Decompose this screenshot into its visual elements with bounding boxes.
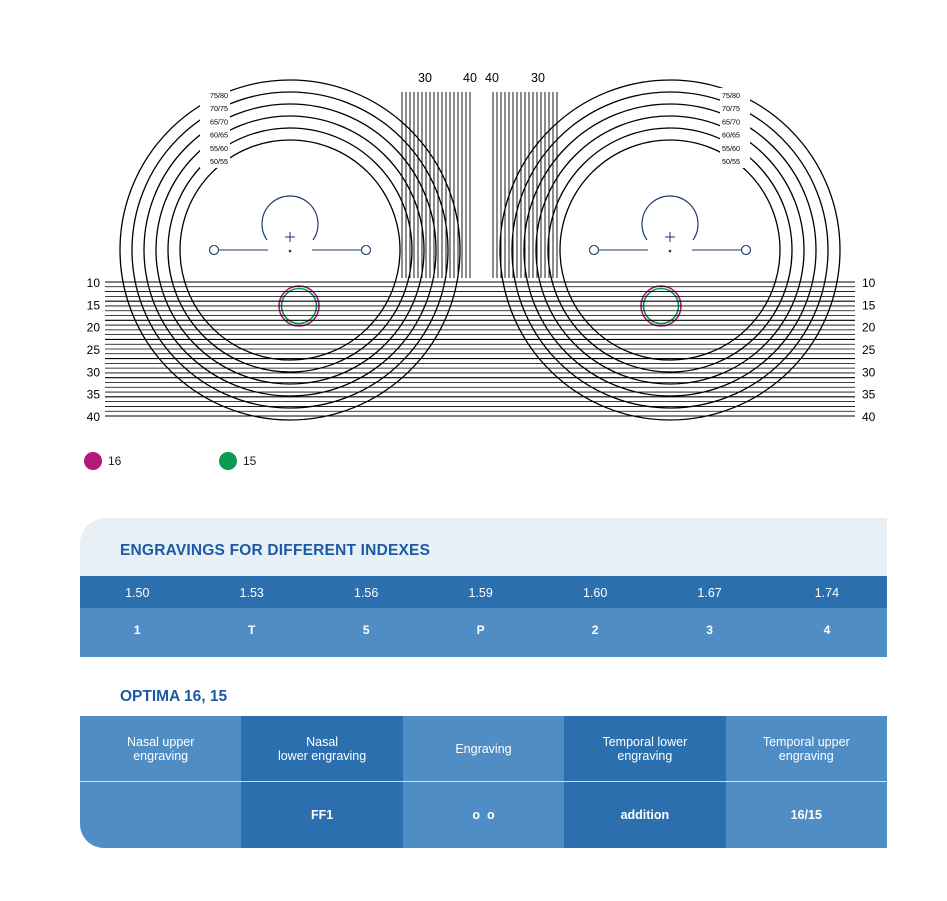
row-label-left: 10 <box>87 276 101 290</box>
row-label-right: 40 <box>862 410 876 424</box>
code-cell: 5 <box>362 623 370 637</box>
code-cell: T <box>248 623 256 637</box>
lens-ring-4 <box>547 127 793 373</box>
optima-column-nasal-lower: Nasal lower engraving FF1 <box>241 716 403 848</box>
legend-swatch-15 <box>219 452 237 470</box>
ring-label: 50/55 <box>722 157 740 166</box>
fitting-arc <box>261 195 319 241</box>
lens-ring-5 <box>559 139 781 361</box>
ring-label: 75/80 <box>722 91 740 100</box>
horizontal-scale-lines <box>105 281 855 417</box>
index-cell: 1.56 <box>354 585 379 600</box>
index-cell: 1.74 <box>814 585 840 600</box>
lens-ring-1 <box>131 91 449 409</box>
lens-ring-4 <box>167 127 413 373</box>
left-lens-chart: 75/80 70/75 65/70 60/65 55/60 50/55 <box>119 79 461 421</box>
lens-ring-0 <box>499 79 841 421</box>
row-label-left: 40 <box>87 410 101 424</box>
index-cell: 1.50 <box>125 585 150 600</box>
row-label-left: 30 <box>87 365 101 379</box>
row-label-left: 15 <box>87 298 101 312</box>
lens-ring-2 <box>523 103 817 397</box>
optima-title: OPTIMA 16, 15 <box>120 688 228 705</box>
legend-swatch-16 <box>84 452 102 470</box>
engravings-title: ENGRAVINGS FOR DIFFERENT INDEXES <box>120 542 431 559</box>
optima-header: Engraving <box>402 716 565 782</box>
column-label-left-30: 30 <box>418 71 432 85</box>
row-label-right: 35 <box>862 388 876 402</box>
engraving-circle-temporal <box>360 244 372 256</box>
lens-ring-0 <box>119 79 461 421</box>
optima-column-temporal-upper: Temporal upper engraving 16/15 <box>725 716 887 848</box>
optima-table: Nasal upper engraving Nasal lower engrav… <box>80 716 887 848</box>
lens-ring-1 <box>511 91 829 409</box>
legend-label-16: 16 <box>108 454 122 468</box>
ring-label: 55/60 <box>210 144 228 153</box>
code-cell: 4 <box>823 623 831 637</box>
optima-column-nasal-upper: Nasal upper engraving <box>80 716 242 848</box>
vertical-scale-lines <box>401 92 558 278</box>
ring-label-background <box>200 88 230 168</box>
ring-label: 60/65 <box>722 131 740 140</box>
optima-header: Temporal upper engraving <box>725 716 887 782</box>
engraving-code-row: 1 T 5 P 2 3 4 <box>80 608 887 657</box>
engraving-circle-nasal <box>208 244 220 256</box>
code-cell: 3 <box>706 623 713 637</box>
row-label-right: 15 <box>862 298 876 312</box>
ring-label: 50/55 <box>210 157 228 166</box>
engravings-panel-header: ENGRAVINGS FOR DIFFERENT INDEXES <box>80 518 887 576</box>
index-row: 1.50 1.53 1.56 1.59 1.60 1.67 1.74 <box>80 576 887 608</box>
ring-label: 55/60 <box>722 144 740 153</box>
code-cell: 1 <box>133 623 141 637</box>
row-label-right: 10 <box>862 276 876 290</box>
legend-item-16: 16 <box>84 452 121 470</box>
engraving-circle-nasal <box>588 244 600 256</box>
row-label-right: 25 <box>862 343 876 357</box>
right-lens-chart: 75/80 70/75 65/70 60/65 55/60 50/55 <box>499 79 841 421</box>
engraving-circle-temporal <box>740 244 752 256</box>
lens-centration-diagram: 75/80 70/75 65/70 60/65 55/60 50/55 75/80 70/7… <box>87 71 876 424</box>
ring-label: 75/80 <box>210 91 228 100</box>
optima-value: 16/15 <box>790 808 822 822</box>
row-label-right: 20 <box>862 321 876 335</box>
index-cell: 1.59 <box>468 585 493 600</box>
lens-ring-5 <box>179 139 401 361</box>
legend-label-15: 15 <box>243 454 257 468</box>
ring-label: 70/75 <box>722 104 740 113</box>
row-label-right: 30 <box>862 365 876 379</box>
prism-reference-dot <box>668 249 672 253</box>
row-label-left: 25 <box>87 343 101 357</box>
optima-value <box>80 782 241 848</box>
prism-reference-dot <box>288 249 292 253</box>
column-label-right-40: 40 <box>485 71 499 85</box>
ring-label: 65/70 <box>210 117 228 126</box>
index-cell: 1.53 <box>239 585 264 600</box>
column-label-left-40: 40 <box>463 71 477 85</box>
row-label-left: 20 <box>87 321 101 335</box>
ring-label: 60/65 <box>210 131 228 140</box>
code-cell: P <box>476 623 485 637</box>
lens-ring-2 <box>143 103 437 397</box>
optima-value: o o <box>472 808 495 822</box>
fitting-arc <box>641 195 699 241</box>
ring-label: 70/75 <box>210 104 228 113</box>
index-cell: 1.67 <box>697 585 722 600</box>
optima-header: Temporal lower engraving <box>564 716 726 782</box>
code-cell: 2 <box>591 623 599 637</box>
optima-value: addition <box>620 808 670 822</box>
optima-column-engraving: Engraving o o <box>402 716 565 848</box>
optima-header: Nasal lower engraving <box>241 716 403 782</box>
column-label-right-30: 30 <box>531 71 545 85</box>
optima-value: FF1 <box>310 808 334 822</box>
ring-label: 65/70 <box>722 117 740 126</box>
scale-labels: 10 15 20 25 30 35 40 10 15 20 25 30 35 40 30 40 40 30 <box>87 71 876 424</box>
ring-label-background <box>720 88 750 168</box>
legend-item-15: 15 <box>219 452 256 470</box>
lens-ring-3 <box>155 115 425 385</box>
optima-column-temporal-lower: Temporal lower engraving addition <box>564 716 726 848</box>
row-label-left: 35 <box>87 388 101 402</box>
optima-header: Nasal upper engraving <box>80 716 242 782</box>
index-cell: 1.60 <box>582 585 608 600</box>
lens-ring-3 <box>535 115 805 385</box>
